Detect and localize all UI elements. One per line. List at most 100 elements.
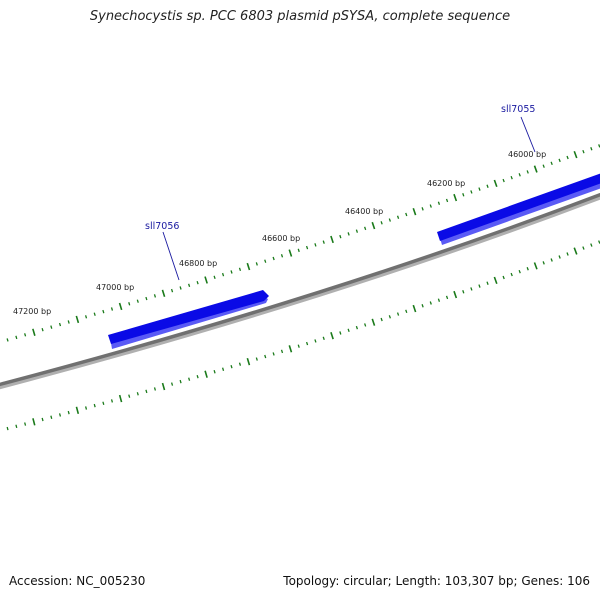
- outer-tick: [230, 270, 233, 274]
- inner-tick: [388, 315, 391, 319]
- inner-tick: [280, 349, 284, 354]
- inner-tick: [478, 284, 481, 288]
- backbone-arc: [0, 192, 600, 387]
- inner-tick: [380, 317, 383, 322]
- outer-tick: [566, 155, 569, 160]
- outer-tick: [437, 201, 441, 205]
- outer-tick-row: [6, 144, 600, 342]
- outer-tick: [102, 309, 105, 314]
- inner-tick: [566, 252, 569, 256]
- outer-tick: [196, 280, 199, 285]
- inner-tick: [364, 323, 367, 327]
- tick-label-46000: 46000 bp: [508, 150, 546, 159]
- outer-tick: [526, 170, 529, 174]
- gene-label-sll7055[interactable]: sll7055: [501, 104, 535, 115]
- inner-tick: [170, 382, 174, 386]
- outer-tick: [161, 289, 166, 297]
- tick-label-46800: 46800 bp: [179, 259, 217, 268]
- outer-tick: [314, 243, 317, 247]
- inner-tick: [264, 354, 267, 359]
- inner-tick: [462, 290, 465, 294]
- outer-tick: [128, 302, 131, 306]
- inner-tick: [213, 370, 216, 374]
- tick-label-46200: 46200 bp: [427, 179, 465, 188]
- inner-tick: [502, 275, 505, 280]
- outer-tick: [462, 193, 465, 197]
- outer-tick: [412, 208, 417, 216]
- outer-tick: [470, 190, 473, 194]
- inner-tick: [542, 261, 545, 265]
- inner-tick: [161, 382, 166, 391]
- outer-tick: [364, 226, 367, 231]
- inner-tick: [188, 377, 191, 381]
- outer-tick: [550, 161, 553, 166]
- inner-tick: [314, 339, 317, 343]
- outer-tick: [486, 184, 489, 188]
- outer-tick: [188, 283, 191, 288]
- inner-tick: [339, 331, 342, 335]
- outer-tick: [145, 296, 148, 301]
- outer-tick: [478, 187, 481, 191]
- outer-tick: [179, 286, 182, 290]
- inner-tick: [533, 262, 538, 270]
- outer-tick: [405, 212, 408, 217]
- outer-tick: [238, 267, 242, 272]
- outer-tick: [204, 276, 208, 284]
- inner-tick: [32, 418, 36, 426]
- outer-tick: [297, 248, 300, 253]
- inner-tick: [196, 374, 199, 379]
- inner-tick: [204, 370, 208, 378]
- inner-tick: [526, 267, 529, 271]
- outer-tick: [380, 221, 383, 225]
- outer-tick: [58, 322, 62, 327]
- outer-tick: [170, 288, 174, 293]
- page-title: Synechocystis sp. PCC 6803 plasmid pSYSA…: [89, 9, 511, 24]
- gene-sll7056[interactable]: sll7056: [108, 221, 269, 349]
- outer-tick: [347, 232, 350, 236]
- inner-tick: [421, 304, 424, 308]
- outer-tick: [322, 240, 325, 244]
- gene-label-sll7056[interactable]: sll7056: [145, 221, 179, 232]
- outer-tick: [221, 272, 225, 277]
- inner-tick: [582, 246, 585, 250]
- gene-sll7055[interactable]: sll7055: [437, 104, 600, 245]
- inner-tick: [297, 344, 300, 348]
- outer-tick: [272, 256, 275, 261]
- inner-tick: [6, 426, 9, 431]
- inner-tick: [371, 318, 376, 326]
- outer-tick: [421, 207, 424, 211]
- inner-tick: [305, 341, 309, 346]
- outer-tick: [255, 262, 258, 266]
- inner-tick: [445, 295, 449, 300]
- inner-tick: [470, 287, 473, 291]
- outer-tick: [388, 218, 391, 222]
- inner-tick: [238, 362, 242, 366]
- outer-tick: [518, 173, 521, 177]
- inner-tick: [429, 301, 432, 305]
- outer-tick: [429, 204, 432, 208]
- outer-tick: [493, 179, 498, 188]
- inner-tick: [550, 258, 553, 262]
- outer-tick: [542, 164, 545, 168]
- inner-tick: [493, 276, 498, 285]
- inner-tick: [330, 331, 334, 340]
- outer-tick: [288, 249, 293, 257]
- inner-tick: [396, 312, 400, 316]
- inner-tick: [179, 379, 182, 384]
- backbone-shadow: [0, 193, 600, 390]
- outer-tick: [582, 149, 585, 154]
- inner-tick: [573, 247, 578, 255]
- outer-tick: [67, 320, 70, 324]
- tick-label-47200: 47200 bp: [13, 307, 51, 316]
- inner-tick: [15, 424, 18, 429]
- outer-tick: [502, 178, 505, 183]
- inner-tick: [110, 399, 114, 403]
- outer-tick: [15, 335, 18, 340]
- outer-tick: [371, 221, 376, 230]
- outer-tick: [75, 315, 80, 324]
- outer-tick: [110, 307, 114, 311]
- tick-label-46400: 46400 bp: [345, 207, 383, 216]
- outer-tick: [24, 333, 27, 337]
- outer-tick: [558, 158, 561, 163]
